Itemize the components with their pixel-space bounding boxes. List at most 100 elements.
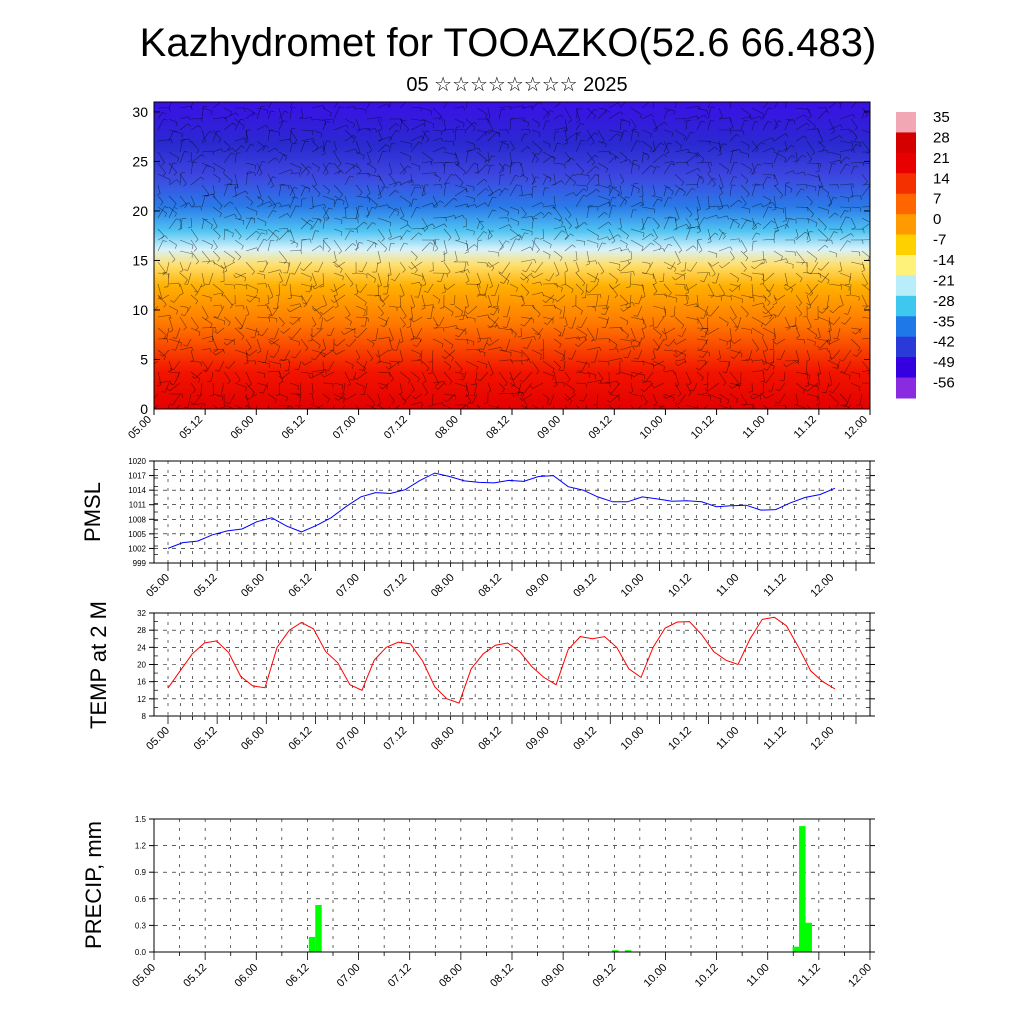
precip-x-tick-label: 08.12 [488,962,516,990]
colorbar-label: 35 [933,109,950,126]
temp-2m-x-tick-label: 10.00 [619,725,647,753]
pmsl-x-tick-label: 05.12 [192,572,220,600]
pmsl-y-tick-label: 1008 [128,515,146,524]
temp2m-series-line [167,616,836,704]
heatmap-x-tick-label: 08.12 [484,414,512,442]
temp-2m-x-tick-label: 10.12 [666,725,694,753]
precip-x-tick-label: 11.00 [744,962,771,989]
heatmap-x-tick-label: 05.00 [126,414,154,442]
pmsl-x-tick-label: 10.12 [666,572,694,600]
precip-panel: 0.0 0.3 0.6 0.9 1.2 1.5 05.00 05.12 06.00 06.12 07… [81,815,875,990]
precip-x-tick-label: 06.00 [232,962,260,990]
pmsl-x-tick-label: 09.00 [524,572,552,600]
precip-x-tick-label: 06.12 [284,962,312,990]
precip-x-tick-label: 12.00 [846,962,874,990]
pmsl-y-tick-label: 1005 [128,530,146,539]
pmsl-y-tick-label: 1020 [128,457,146,466]
heatmap-x-tick-label: 07.12 [382,414,410,442]
colorbar-label: -21 [933,272,955,289]
temp-2m-y-tick-label: 12 [137,695,146,704]
colorbar-swatch [896,336,916,358]
temp-2m-y-tick-label: 8 [142,712,147,721]
temp-2m-x-tick-label: 11.00 [714,725,741,752]
temp-2m-y-tick-label: 24 [137,643,146,652]
pmsl-y-tick-label: 1014 [128,486,146,495]
precip-x-tick-label: 08.00 [437,962,465,990]
heatmap-y-tick-label: 0 [140,401,148,417]
colorbar-swatch [896,173,916,195]
colorbar-swatch [896,357,916,379]
colorbar-swatch [896,214,916,236]
temp-2m-y-tick-label: 16 [137,678,146,687]
colorbar-label: -7 [933,232,946,249]
colorbar-label: -14 [933,252,955,269]
heatmap-x-tick-label: 07.00 [331,414,359,442]
pmsl-x-tick-label: 07.00 [334,572,362,600]
chart-title: Kazhydromet for TOOAZKO(52.6 66.483) [140,21,877,65]
heatmap-x-tick-label: 11.12 [792,414,819,441]
heatmap-x-tick-label: 05.12 [177,414,205,442]
temp2m-panel: 8 12 16 20 24 28 32 05.00 05.12 06.00 06.12 07.00 07… [86,601,875,753]
colorbar-swatch [896,316,916,338]
heatmap-y-tick-label: 20 [132,203,148,219]
heatmap-x-tick-label: 06.12 [280,414,308,442]
precip-y-tick-label: 1.2 [135,842,147,851]
heatmap-y-tick-label: 15 [132,252,148,268]
precip-x-tick-label: 05.12 [181,962,209,990]
pmsl-x-tick-label: 07.12 [381,572,409,600]
pmsl-x-tick-label: 12.00 [808,572,836,600]
precip-x-tick-label: 07.12 [386,962,414,990]
precip-y-tick-label: 0.3 [135,921,147,930]
colorbar-swatch [896,152,916,174]
colorbar-label: 7 [933,191,941,208]
colorbar: 35 28 21 14 7 0 -7 -14 -21 -28 -35 -42 -49 -56 [896,109,955,399]
heatmap-y-tick-label: 30 [132,104,148,120]
temp-2m-x-tick-label: 06.12 [287,725,315,753]
pmsl-x-tick-label: 11.00 [714,572,741,599]
chart-subtitle: 05 ☆☆☆☆☆☆☆☆ 2025 [406,74,627,96]
precip-x-tick-label: 09.12 [590,962,618,990]
precip-x-tick-label: 05.00 [130,962,158,990]
temp-2m-x-tick-label: 07.12 [381,725,409,753]
colorbar-label: -42 [933,334,955,351]
precip-bar [611,950,619,952]
colorbar-swatch [896,255,916,276]
pmsl-y-tick-label: 1002 [128,544,146,553]
heatmap-y-tick-label: 5 [140,351,148,367]
heatmap-y-tick-label: 10 [132,302,148,318]
precip-bar [799,826,806,952]
pmsl-x-tick-label: 08.00 [429,572,457,600]
heatmap-x-tick-label: 08.00 [433,414,461,442]
precip-x-tick-label: 07.00 [335,962,363,990]
pmsl-x-tick-label: 11.12 [762,572,789,599]
temp-2m-x-tick-label: 05.12 [192,725,220,753]
pmsl-x-tick-label: 06.12 [287,572,315,600]
pmsl-x-tick-label: 10.00 [619,572,647,600]
colorbar-label: -28 [933,293,955,310]
precip-bar [624,950,632,952]
colorbar-label: 28 [933,129,950,146]
pmsl-series-line [167,472,836,549]
temp-2m-y-tick-label: 32 [137,609,146,618]
precip-bar [308,936,316,952]
pmsl-x-tick-label: 05.00 [144,572,172,600]
pmsl-y-tick-label: 999 [133,559,147,568]
colorbar-swatch [896,234,916,256]
precip-x-tick-label: 10.12 [693,962,721,990]
pmsl-ylabel: PMSL [80,482,105,542]
wind-barbs-layer [154,102,870,409]
heatmap-x-tick-label: 06.00 [228,414,256,442]
colorbar-label: 0 [933,211,941,228]
heatmap-panel: 0 5 10 15 20 25 30 05.00 05.12 06.00 06.12 07.00 07… [126,101,871,442]
pmsl-y-tick-label: 1011 [129,501,147,510]
colorbar-swatch [896,132,916,154]
temp-2m-x-tick-label: 08.00 [429,725,457,753]
heatmap-x-tick-label: 11.00 [740,414,767,441]
heatmap-x-tick-label: 09.00 [535,414,563,442]
precip-y-tick-label: 0.6 [135,895,147,904]
precip-bar [792,946,800,952]
pmsl-panel: 999 1002 1005 1008 1011 1014 1017 1020 05.00 05.1… [80,457,875,600]
heatmap-y-axis: 0 5 10 15 20 25 30 [132,104,870,417]
heatmap-field [154,102,870,409]
